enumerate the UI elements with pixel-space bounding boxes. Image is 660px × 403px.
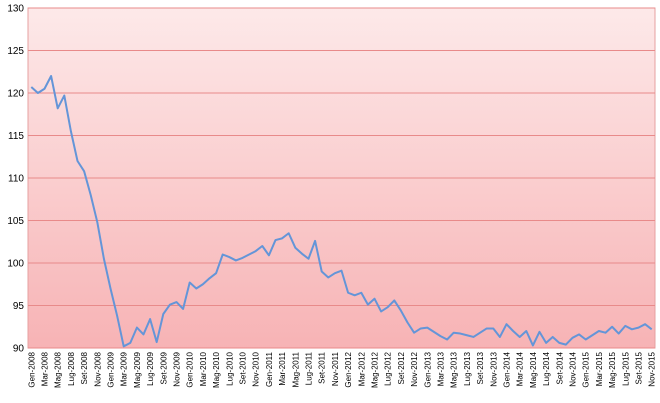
x-tick-label: Mar-2015 bbox=[595, 351, 604, 386]
x-tick-label: Set-2011 bbox=[318, 351, 327, 383]
y-tick-label: 115 bbox=[8, 131, 24, 142]
x-tick-label: Set-2008 bbox=[80, 351, 89, 384]
x-tick-label: Gen-2015 bbox=[582, 351, 591, 387]
x-tick-label: Gen-2012 bbox=[344, 351, 353, 387]
x-tick-label: Mag-2009 bbox=[133, 351, 142, 388]
x-tick-label: Mar-2008 bbox=[41, 351, 50, 386]
x-tick-label: Set-2010 bbox=[239, 351, 248, 384]
x-tick-label: Nov-2010 bbox=[252, 351, 261, 386]
x-tick-label: Set-2015 bbox=[635, 351, 644, 384]
x-tick-label: Mag-2015 bbox=[608, 351, 617, 388]
x-tick-label: Lug-2015 bbox=[621, 351, 630, 385]
x-tick-label: Mar-2012 bbox=[357, 351, 366, 386]
x-tick-label: Gen-2010 bbox=[186, 351, 195, 387]
x-tick-label: Nov-2011 bbox=[331, 351, 340, 386]
y-tick-label: 105 bbox=[7, 216, 24, 227]
x-tick-label: Mar-2013 bbox=[437, 351, 446, 386]
x-tick-label: Mar-2010 bbox=[199, 351, 208, 386]
data-line bbox=[30, 75, 653, 348]
x-tick-label: Set-2012 bbox=[397, 351, 406, 384]
x-tick-label: Lug-2009 bbox=[146, 351, 155, 385]
x-tick-label: Lug-2008 bbox=[67, 351, 76, 385]
x-tick-label: Lug-2011 bbox=[305, 351, 314, 385]
y-tick-label: 120 bbox=[7, 89, 24, 100]
x-tick-label: Mar-2011 bbox=[278, 351, 287, 385]
y-tick-label: 100 bbox=[7, 259, 24, 270]
x-tick-label: Nov-2012 bbox=[410, 351, 419, 386]
x-tick-label: Lug-2012 bbox=[384, 351, 393, 385]
y-tick-label: 95 bbox=[13, 301, 25, 312]
y-tick-label: 130 bbox=[7, 4, 24, 15]
x-tick-label: Nov-2014 bbox=[569, 351, 578, 386]
x-tick-label: Set-2013 bbox=[476, 351, 485, 384]
x-tick-label: Gen-2009 bbox=[107, 351, 116, 387]
x-tick-label: Mag-2008 bbox=[54, 351, 63, 388]
x-tick-label: Mar-2009 bbox=[120, 351, 129, 386]
x-tick-label: Gen-2011 bbox=[265, 351, 274, 387]
x-tick-label: Set-2009 bbox=[159, 351, 168, 384]
x-tick-label: Mag-2013 bbox=[450, 351, 459, 388]
x-tick-label: Gen-2008 bbox=[27, 351, 36, 387]
y-tick-label: 90 bbox=[13, 344, 25, 355]
x-tick-label: Nov-2009 bbox=[173, 351, 182, 386]
x-tick-label: Gen-2014 bbox=[503, 351, 512, 387]
x-tick-label: Lug-2010 bbox=[225, 351, 234, 385]
x-tick-label: Nov-2013 bbox=[489, 351, 498, 386]
x-tick-label: Lug-2013 bbox=[463, 351, 472, 385]
y-tick-label: 125 bbox=[7, 46, 24, 57]
x-tick-label: Mag-2012 bbox=[371, 351, 380, 388]
x-tick-label: Mag-2011 bbox=[291, 351, 300, 387]
x-tick-label: Mar-2014 bbox=[516, 351, 525, 386]
x-tick-label: Lug-2014 bbox=[542, 351, 551, 385]
x-tick-label: Mag-2014 bbox=[529, 351, 538, 388]
x-tick-label: Nov-2008 bbox=[93, 351, 102, 386]
y-tick-label: 110 bbox=[8, 174, 24, 185]
x-tick-label: Nov-2015 bbox=[648, 351, 657, 386]
x-tick-label: Mag-2010 bbox=[212, 351, 221, 388]
x-tick-label: Gen-2013 bbox=[423, 351, 432, 387]
x-tick-label: Set-2014 bbox=[555, 351, 564, 384]
